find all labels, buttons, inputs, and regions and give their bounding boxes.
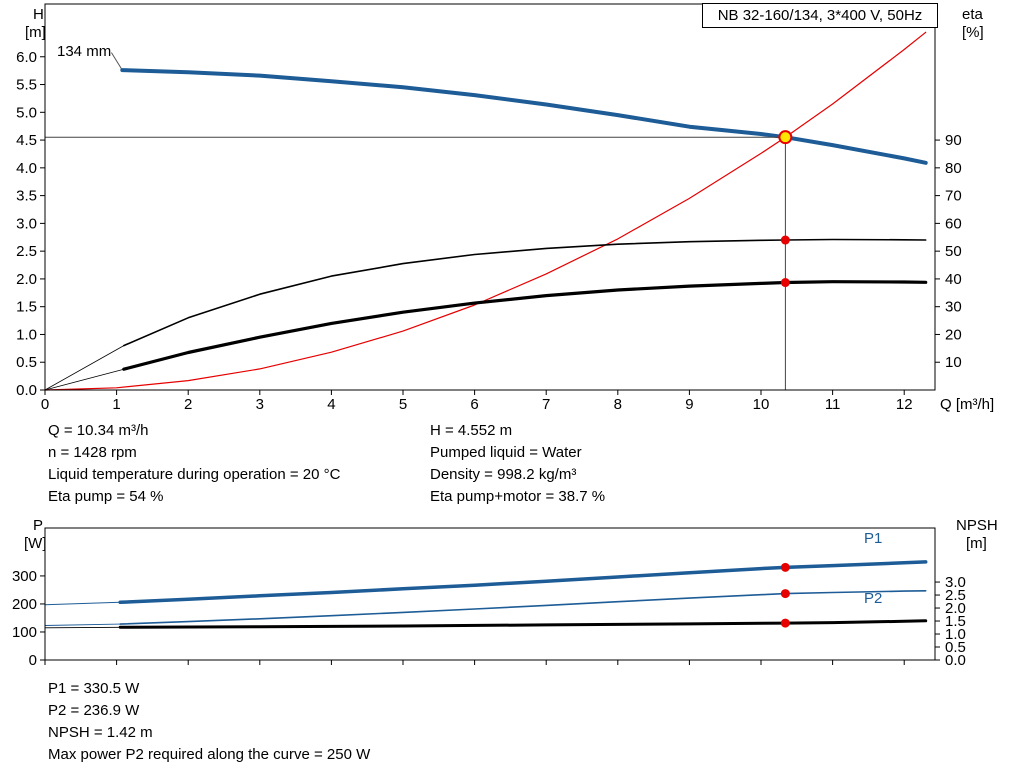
- p2-curve: [119, 589, 927, 625]
- info-line-liquid: Pumped liquid = Water: [430, 444, 582, 461]
- system-curve: [44, 31, 927, 391]
- power-npsh-chart: 0 100 200 300 0.00.51.01.52.02.53.0: [12, 527, 966, 669]
- eta-axis-unit: [%]: [962, 24, 984, 41]
- tick-label: 9: [685, 396, 693, 413]
- leader-line-2: [44, 626, 121, 629]
- q-axis-label: Q [m³/h]: [940, 396, 995, 413]
- pump-curve-134mm: [120, 68, 928, 165]
- hq-eta-chart-frame: [44, 3, 936, 391]
- info-line-q: Q = 10.34 m³/h: [48, 422, 149, 439]
- eta-axis-label: eta: [962, 6, 983, 23]
- tick-label: 2.5: [16, 243, 37, 260]
- tick-label: 70: [945, 188, 962, 205]
- tick-label: 50: [945, 243, 962, 260]
- tick-label: 6: [470, 396, 478, 413]
- leader-line-1: [44, 345, 125, 391]
- leader-line-0: [111, 52, 123, 71]
- tick-label: 0.0: [16, 382, 37, 399]
- tick-label: 10: [753, 396, 770, 413]
- tick-label: 4.5: [16, 132, 37, 149]
- tick-label: 200: [12, 596, 37, 613]
- eta-pump-duty-point: [780, 235, 790, 245]
- tick-label: 80: [945, 160, 962, 177]
- info-line-npsh: NPSH = 1.42 m: [48, 724, 153, 741]
- p1-duty-point: [780, 562, 790, 572]
- p-axis-unit: [W]: [24, 535, 47, 552]
- info-line-p1: P1 = 330.5 W: [48, 680, 140, 697]
- tick-label: 0.0: [945, 652, 966, 669]
- tick-label: 3.0: [16, 215, 37, 232]
- tick-label: 2.0: [16, 271, 37, 288]
- power-info-block: P1 = 330.5 W P2 = 236.9 W NPSH = 1.42 m …: [48, 678, 370, 766]
- tick-label: 3.5: [16, 188, 37, 205]
- p1-curve-label: P1: [864, 530, 883, 547]
- npsh-duty-point: [780, 618, 790, 628]
- info-line-max-power: Max power P2 required along the curve = …: [48, 746, 371, 763]
- tick-label: 6.0: [16, 49, 37, 66]
- tick-label: 300: [12, 568, 37, 585]
- tick-label: 1: [112, 396, 120, 413]
- info-line-temp: Liquid temperature during operation = 20…: [48, 466, 341, 483]
- tick-label: 2.0: [945, 600, 966, 617]
- eta-motor-duty-point: [780, 278, 790, 288]
- tick-label: 0.5: [945, 639, 966, 656]
- tick-label: 4: [327, 396, 335, 413]
- tick-label: 2: [184, 396, 192, 413]
- info-line-density: Density = 998.2 kg/m³: [430, 466, 577, 483]
- tick-label: 1.0: [945, 626, 966, 643]
- npsh-axis-label: NPSH: [956, 517, 998, 534]
- tick-label: 3.0: [945, 574, 966, 591]
- impeller-size-label: 134 mm: [57, 43, 112, 60]
- tick-label: 1.5: [16, 299, 37, 316]
- tick-label: 1.5: [945, 613, 966, 630]
- tick-label: 5.5: [16, 77, 37, 94]
- tick-label: 5.0: [16, 104, 37, 121]
- tick-label: 20: [945, 326, 962, 343]
- p-axis-label: P: [33, 517, 44, 534]
- tick-label: 0: [41, 396, 49, 413]
- info-line-eta-pump-motor: Eta pump+motor = 38.7 %: [430, 488, 606, 505]
- info-line-eta-pump: Eta pump = 54 %: [48, 488, 164, 505]
- p1-curve: [118, 560, 928, 605]
- tick-label: 100: [12, 624, 37, 641]
- tick-label: 1.0: [16, 326, 37, 343]
- eta-pump-curve: [123, 238, 927, 347]
- p2-curve-label: P2: [864, 590, 883, 607]
- tick-label: 30: [945, 299, 962, 316]
- tick-label: 11: [825, 396, 841, 413]
- leader-line-2: [44, 368, 125, 391]
- tick-label: 0: [29, 652, 37, 669]
- info-line-n: n = 1428 rpm: [48, 444, 137, 461]
- tick-label: 60: [945, 215, 962, 232]
- tick-label: 0.5: [16, 354, 37, 371]
- info-line-p2: P2 = 236.9 W: [48, 702, 140, 719]
- h-axis-unit: [m]: [25, 24, 46, 41]
- p2-duty-point: [780, 589, 790, 599]
- tick-label: 40: [945, 271, 962, 288]
- tick-label: 4.0: [16, 160, 37, 177]
- tick-label: 7: [542, 396, 550, 413]
- h-axis-label: H: [33, 6, 44, 23]
- leader-line-0: [44, 601, 121, 606]
- eta-pump-motor-curve: [122, 280, 928, 371]
- duty-point[interactable]: [778, 130, 793, 145]
- tick-label: 90: [945, 132, 962, 149]
- info-line-h: H = 4.552 m: [430, 422, 513, 439]
- duty-info-left-column: Q = 10.34 m³/h n = 1428 rpm Liquid tempe…: [48, 420, 340, 508]
- power-npsh-chart-frame: [44, 527, 936, 661]
- tick-label: 12: [896, 396, 913, 413]
- tick-label: 5: [399, 396, 407, 413]
- npsh-curve: [118, 619, 928, 629]
- pump-title-box: NB 32-160/134, 3*400 V, 50Hz: [702, 3, 938, 28]
- leader-line-1: [44, 623, 121, 626]
- tick-label: 2.5: [945, 587, 966, 604]
- tick-label: 8: [614, 396, 622, 413]
- tick-label: 3: [256, 396, 264, 413]
- duty-info-right-column: H = 4.552 m Pumped liquid = Water Densit…: [430, 420, 605, 508]
- npsh-axis-unit: [m]: [966, 535, 987, 552]
- hq-eta-chart: 0 1 2 3 4 5 6 7 8 9 10 11 120.00.51.01.52.02.53.03.5…: [16, 3, 962, 413]
- tick-label: 10: [945, 354, 962, 371]
